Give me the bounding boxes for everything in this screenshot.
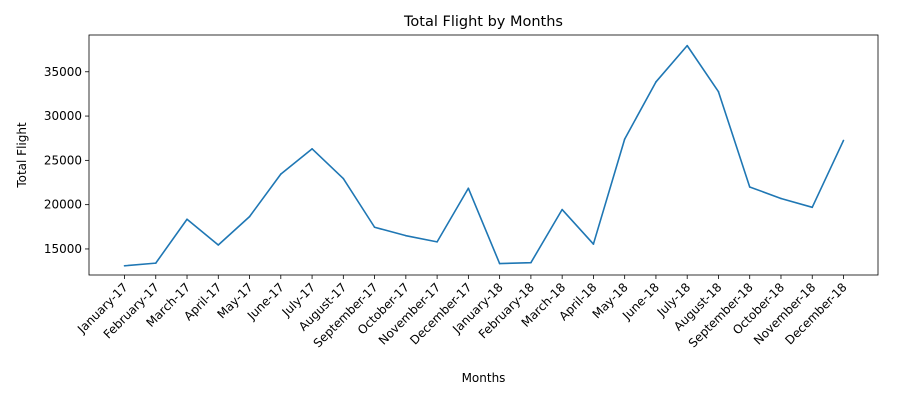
data-point xyxy=(154,262,157,264)
data-point xyxy=(186,218,188,221)
data-point xyxy=(780,197,782,200)
series-line-0 xyxy=(124,44,845,267)
data-point xyxy=(342,177,345,180)
data-point xyxy=(655,81,657,83)
data-point xyxy=(405,234,407,237)
data-point xyxy=(811,206,814,209)
data-point xyxy=(373,226,376,229)
y-tick-label: 20000 xyxy=(44,198,82,212)
y-tick-label: 15000 xyxy=(44,242,82,256)
data-point xyxy=(842,139,845,142)
data-point xyxy=(280,173,282,175)
data-point xyxy=(530,261,532,264)
data-point xyxy=(748,186,751,188)
data-point xyxy=(123,264,126,267)
data-point xyxy=(467,187,470,190)
data-point xyxy=(561,208,563,211)
y-tick-label: 30000 xyxy=(44,109,82,123)
data-point xyxy=(248,215,251,218)
y-tick-label: 35000 xyxy=(44,65,82,79)
y-tick-label: 25000 xyxy=(44,153,82,167)
plot-area: 1500020000250003000035000January-17Febru… xyxy=(44,34,879,350)
data-point xyxy=(498,262,501,265)
plot-frame xyxy=(88,34,879,276)
chart-title: Total Flight by Months xyxy=(403,14,563,30)
x-axis-title: Months xyxy=(462,371,506,385)
data-point xyxy=(217,244,220,246)
data-point xyxy=(436,241,438,243)
data-point xyxy=(686,44,688,47)
data-point xyxy=(592,243,595,245)
data-point xyxy=(717,90,720,93)
data-point xyxy=(623,138,626,140)
data-point xyxy=(311,148,313,150)
y-axis-title: Total Flight xyxy=(15,122,29,189)
